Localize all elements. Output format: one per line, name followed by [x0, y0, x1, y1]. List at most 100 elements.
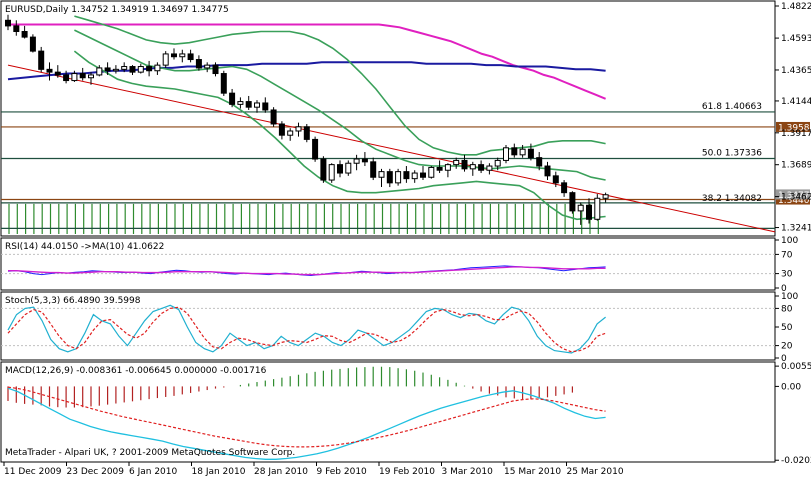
- price-badge: [776, 121, 810, 132]
- axes: 1.48220 1.45930 1.43655 1.41445 1.39170 1.368…: [3, 2, 811, 477]
- main-plot: 61.8 1.40663 50.0 1.37336 38.2 1.34082 1.39…: [1, 14, 811, 234]
- candle-body: [104, 67, 111, 72]
- candle-body: [469, 164, 476, 170]
- candle-body: [121, 66, 128, 70]
- candle-body: [212, 64, 219, 75]
- price-badge-label: 1.34775: [778, 191, 811, 201]
- y-tick-label: 1.36895: [781, 161, 811, 171]
- ma-magenta-line: [8, 23, 606, 100]
- macd-title: MACD(12,26,9) -0.008361 -0.006645 0.0000…: [5, 366, 267, 376]
- candle-body: [594, 197, 601, 220]
- bollinger-mid: [74, 29, 606, 181]
- candle-body: [38, 50, 45, 70]
- candle-body: [229, 92, 236, 105]
- stoch-y-tick-label: 50: [781, 323, 793, 333]
- candle-body: [395, 171, 402, 184]
- candle-body: [112, 68, 119, 72]
- macd-main-line: [7, 387, 606, 460]
- x-tick-label: 28 Jan 2010: [254, 467, 308, 477]
- candle-body: [245, 101, 252, 108]
- candle-body: [287, 130, 294, 136]
- rsi-plot: [1, 253, 775, 277]
- candle-body: [312, 138, 319, 160]
- candle-body: [403, 171, 410, 180]
- candle-body: [79, 73, 86, 79]
- candle-body: [503, 147, 509, 161]
- x-tick-label: 11 Dec 2009: [4, 467, 62, 477]
- candle-body: [345, 162, 352, 174]
- candle-body: [5, 19, 11, 27]
- y-tick-label: 1.45930: [781, 34, 811, 44]
- candle-body: [444, 164, 451, 171]
- candle-body: [146, 66, 153, 72]
- stoch-y-tick-label: 0: [781, 354, 787, 364]
- price-badge-label: 1.34409: [778, 196, 811, 206]
- stoch-plot: [1, 304, 775, 354]
- rsi-title: RSI(14) 44.0150 ->MA(10) 41.0622: [5, 242, 164, 252]
- y-tick-label: 1.34620: [781, 193, 811, 203]
- candle-body: [96, 67, 103, 76]
- fib-label: 38.2 1.34082: [702, 194, 762, 204]
- candle-body: [361, 158, 368, 163]
- rsi-y-tick-label: 100: [781, 236, 798, 246]
- candle-body: [428, 166, 435, 178]
- candle-body: [162, 53, 169, 66]
- y-tick-label: 1.48220: [781, 2, 811, 12]
- candle-body: [71, 73, 78, 82]
- price-badge: [776, 189, 810, 200]
- rsi-ma-line: [8, 266, 606, 276]
- candle-body: [586, 204, 592, 220]
- x-tick-label: 19 Feb 2010: [379, 467, 435, 477]
- candle-body: [461, 159, 468, 170]
- candle-body: [21, 31, 28, 38]
- main-title: EURUSD,Daily 1.34752 1.34919 1.34697 1.3…: [5, 5, 229, 15]
- candle-body: [154, 64, 161, 72]
- macd-panel: [0, 361, 776, 463]
- y-tick-label: 1.39170: [781, 129, 811, 139]
- candle-body: [494, 159, 501, 167]
- candle-body: [237, 101, 244, 105]
- x-tick-label: 9 Feb 2010: [317, 467, 368, 477]
- candle-body: [536, 157, 543, 167]
- candle-body: [370, 161, 377, 178]
- candle-body: [195, 59, 202, 69]
- macd-y-tick-label: 0.005564: [781, 362, 811, 372]
- candle-body: [63, 74, 70, 82]
- candle-body: [187, 53, 194, 61]
- trendline: [7, 64, 776, 233]
- candle-body: [436, 166, 443, 171]
- candle-body: [88, 74, 94, 79]
- candle-body: [328, 164, 335, 181]
- candle-body: [179, 53, 186, 58]
- macd-y-tick-label: 0.00: [781, 382, 801, 392]
- candle-body: [561, 182, 568, 194]
- candle-body: [278, 123, 285, 136]
- candle-body: [262, 102, 269, 111]
- candle-body: [420, 172, 426, 178]
- x-tick-label: 25 Mar 2010: [567, 467, 624, 477]
- x-tick-label: 23 Dec 2009: [67, 467, 125, 477]
- stoch-d-line: [7, 306, 606, 353]
- rsi-y-tick-label: 0: [781, 284, 787, 294]
- candle-body: [46, 68, 53, 73]
- candle-body: [254, 102, 260, 108]
- candle-body: [569, 192, 576, 212]
- main-panel: [0, 0, 776, 237]
- candle-body: [453, 159, 460, 166]
- price-badge-label: 1.39588: [778, 123, 811, 133]
- rsi-y-tick-label: 30: [781, 270, 793, 280]
- candle-body: [137, 66, 144, 73]
- candle-body: [544, 165, 551, 177]
- x-tick-label: 15 Mar 2010: [504, 467, 561, 477]
- candle-body: [378, 171, 385, 178]
- candle-body: [519, 148, 526, 156]
- candle-body: [270, 109, 277, 125]
- candle-body: [602, 194, 609, 199]
- candle-body: [220, 73, 227, 94]
- candle-body: [478, 164, 485, 171]
- stoch-y-tick-label: 100: [781, 292, 798, 302]
- candle-body: [353, 158, 360, 164]
- candle-body: [129, 66, 136, 73]
- candle-body: [303, 126, 310, 140]
- rsi-panel: [0, 237, 776, 291]
